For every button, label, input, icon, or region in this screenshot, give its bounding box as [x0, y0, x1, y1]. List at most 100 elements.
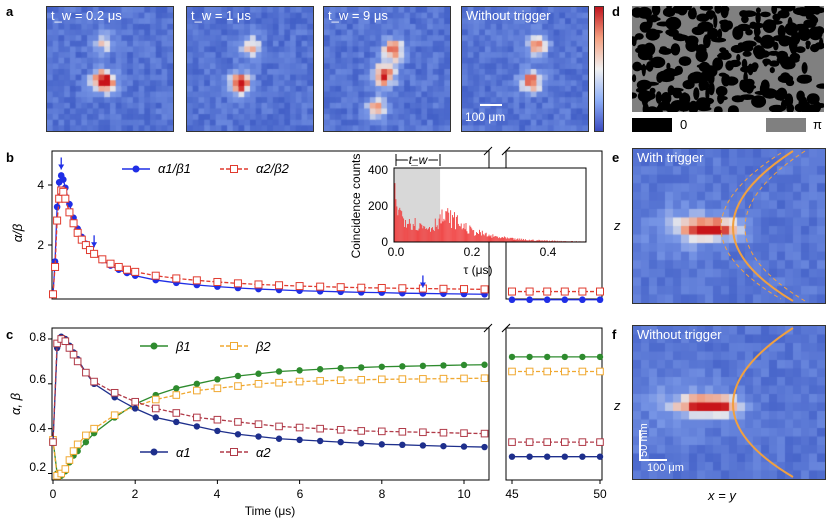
- data-point-α2: [234, 418, 242, 426]
- plot-c-ytick: 0.2: [29, 460, 46, 474]
- phase-mask-blob: [760, 79, 770, 92]
- data-point-β2: [82, 431, 90, 440]
- phase-mask-blob: [727, 105, 739, 112]
- phase-mask-blob: [819, 37, 824, 50]
- scale-v-label: 50 mm: [638, 423, 650, 457]
- phase-mask-blob: [648, 16, 661, 22]
- data-point-α2/β2: [114, 262, 123, 271]
- data-point-β1: [316, 366, 324, 373]
- data-point-α2: [480, 429, 489, 438]
- phase-mask-blob: [644, 65, 649, 70]
- heatmap-canvas: [462, 7, 588, 131]
- phase-mask-blob: [762, 58, 772, 65]
- data-point-α1: [481, 443, 488, 451]
- phase-mask-blob: [708, 82, 715, 96]
- data-point-α2: [172, 409, 181, 417]
- data-point-β2: [357, 375, 366, 384]
- legend-marker-a1: [150, 448, 158, 456]
- data-point-α2/β2: [151, 271, 160, 280]
- data-point-α2: [254, 420, 263, 428]
- data-point-α2: [213, 415, 222, 424]
- phase-mask-blob: [678, 56, 692, 66]
- data-point-α2/β2: [65, 208, 74, 217]
- data-point-β2: [336, 376, 345, 385]
- data-point-α1: [173, 418, 180, 426]
- heatmap-tw-9: t_w = 9 μs: [323, 6, 451, 132]
- phase-mask-blob: [795, 46, 806, 53]
- data-point-α1/β1: [579, 296, 586, 304]
- data-point-α2: [53, 339, 61, 348]
- data-point-α2: [69, 350, 78, 359]
- phase-mask-blob: [740, 65, 754, 73]
- data-point-α2: [336, 425, 345, 434]
- plot-c-ytick: 0.4: [29, 421, 46, 435]
- data-point-α2/β2: [59, 187, 68, 196]
- data-point-α2/β2: [49, 290, 57, 299]
- data-point-β2: [151, 395, 160, 404]
- phase-mask-blob: [685, 39, 699, 52]
- phase-mask-blob: [695, 97, 711, 112]
- phase-mask-blob: [712, 57, 724, 71]
- phase-mask-blob: [632, 74, 637, 83]
- data-point-β1: [460, 361, 468, 369]
- phase-mask-blob: [655, 91, 662, 104]
- phase-mask-blob: [705, 86, 710, 101]
- data-point-β1: [596, 353, 604, 361]
- data-point-α1: [275, 435, 283, 442]
- phase-mask-blob: [670, 43, 681, 56]
- inset-ytick: 400: [368, 163, 388, 177]
- data-point-β2: [65, 456, 74, 464]
- phase-mask-blob: [756, 37, 771, 44]
- data-point-α2/β2: [122, 265, 131, 274]
- phase-mask-blob: [805, 43, 810, 50]
- phase-mask-blob: [708, 10, 714, 20]
- phase-mask-blob: [643, 42, 656, 56]
- data-point-α2/β2: [69, 219, 78, 228]
- data-point-α2/β2: [460, 285, 468, 294]
- data-point-α2/β2: [596, 287, 604, 296]
- data-point-α2/β2: [357, 283, 366, 292]
- phase-mask-blob: [698, 61, 711, 73]
- panel-label-d: d: [612, 4, 620, 19]
- data-point-β1: [378, 363, 385, 370]
- legend-text-a1: α1: [176, 445, 191, 460]
- data-point-α1: [440, 442, 447, 450]
- data-point-β2: [596, 367, 604, 376]
- axis-break-mark: [501, 323, 511, 333]
- phase-mask-blob: [804, 6, 819, 12]
- marker-arrow-head: [419, 282, 426, 288]
- data-point-α2: [508, 438, 516, 446]
- data-point-α1: [193, 423, 201, 430]
- phase-mask-blob: [796, 75, 812, 84]
- panel-label-e: e: [612, 150, 620, 165]
- data-point-β2: [73, 440, 82, 449]
- data-point-α2: [357, 427, 366, 435]
- heatmap-without-trigger: Without trigger 100 μm: [461, 6, 589, 132]
- phase-mask-blobs: [632, 6, 824, 112]
- phase-mask-blob: [777, 74, 794, 83]
- data-point-α2: [578, 438, 587, 446]
- heatmap-tw-1: t_w = 1 μs: [186, 6, 314, 132]
- data-point-α2: [439, 428, 448, 437]
- phase-mask-blob: [803, 19, 817, 28]
- phase-mask-blob: [643, 81, 659, 86]
- data-point-α2/β2: [213, 277, 222, 286]
- data-point-β2: [172, 391, 181, 399]
- phase-mask-blob: [721, 73, 731, 87]
- phase-mask-blob: [784, 22, 799, 36]
- plot-c-xtick: 4: [214, 487, 221, 501]
- data-point-β2: [419, 375, 427, 383]
- data-point-α1/β1: [526, 296, 533, 304]
- phase-mask-blob: [693, 87, 700, 101]
- phase-mask-blob: [707, 72, 715, 85]
- inset-xtick: 0.2: [464, 245, 481, 259]
- legend-text-b1: β1: [175, 339, 191, 354]
- data-point-β1: [296, 367, 303, 374]
- data-point-β1: [399, 363, 406, 370]
- data-point-α2: [49, 438, 57, 446]
- data-point-β2: [480, 374, 489, 383]
- data-point-β1: [255, 370, 262, 377]
- heatmap-label: Without trigger: [466, 8, 551, 23]
- data-point-α1: [544, 453, 551, 460]
- data-point-α1/β1: [596, 296, 604, 304]
